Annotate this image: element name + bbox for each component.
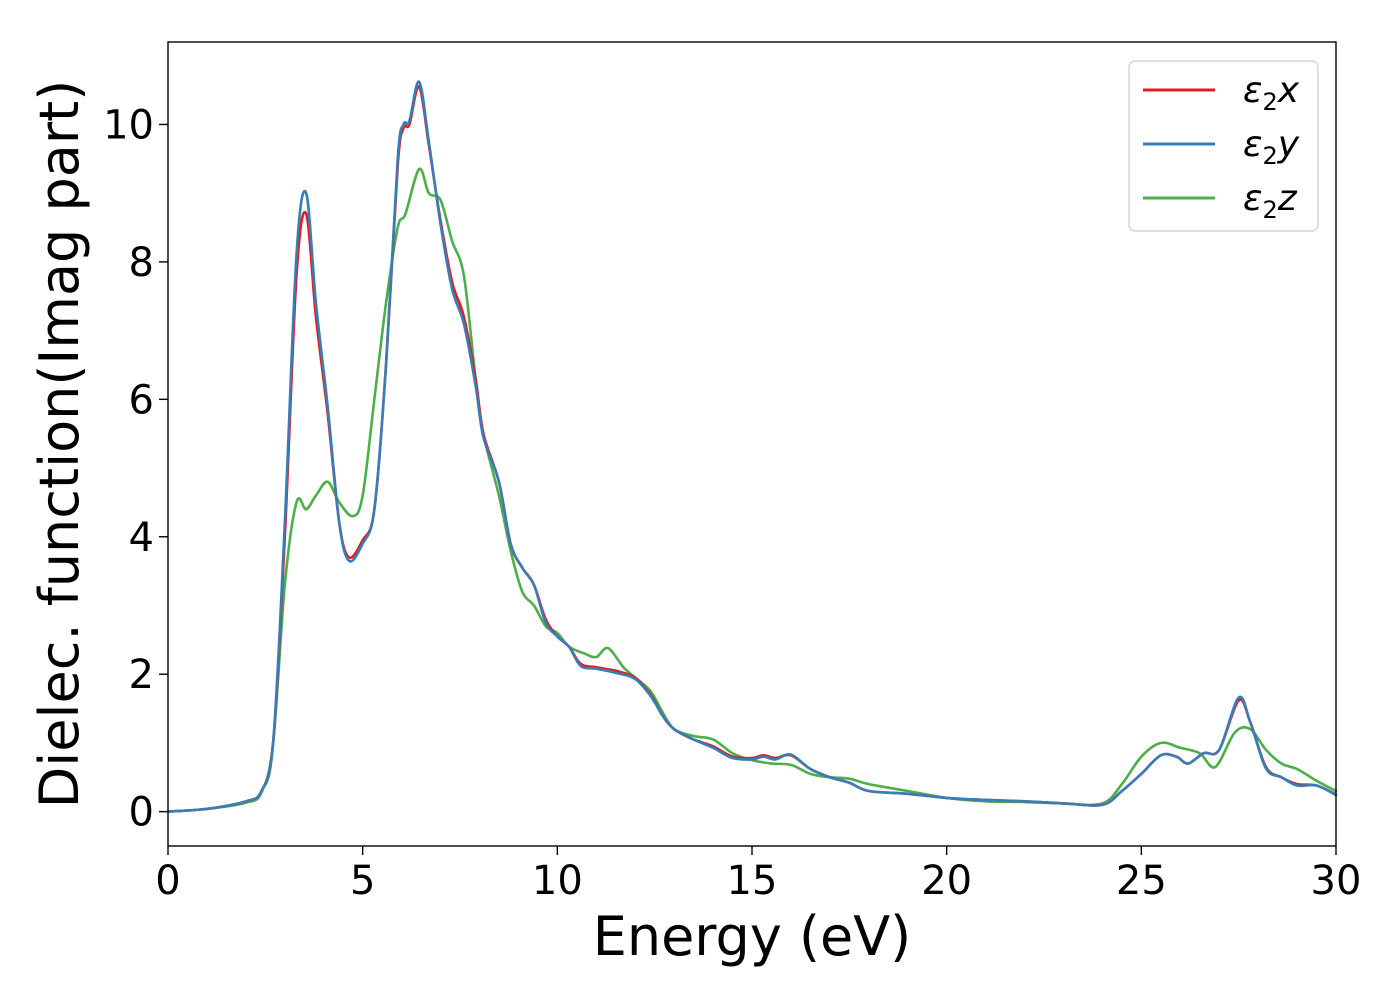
x-tick-label: 0 bbox=[155, 858, 180, 904]
x-tick-label: 20 bbox=[921, 858, 972, 904]
legend-label-x: ε2x bbox=[1243, 70, 1300, 116]
y-axis-title: Dielec. function(Imag part) bbox=[28, 80, 91, 809]
y-tick-label: 0 bbox=[129, 790, 154, 836]
x-tick-label: 25 bbox=[1116, 858, 1167, 904]
x-axis-title: Energy (eV) bbox=[593, 905, 912, 968]
series-line-y bbox=[166, 80, 1338, 813]
y-tick-label: 8 bbox=[129, 240, 154, 286]
legend-label-z: ε2z bbox=[1243, 178, 1298, 224]
y-tick-label: 6 bbox=[129, 377, 154, 423]
series-line-z bbox=[166, 167, 1338, 813]
legend-frame bbox=[1128, 60, 1319, 232]
legend-label-y: ε2y bbox=[1243, 124, 1300, 170]
y-tick-label: 4 bbox=[129, 515, 154, 561]
series-layer bbox=[166, 80, 1338, 813]
x-tick-label: 5 bbox=[350, 858, 375, 904]
x-tick-label: 15 bbox=[727, 858, 778, 904]
y-tick-label: 10 bbox=[103, 102, 154, 148]
x-tick-label: 10 bbox=[532, 858, 583, 904]
ticks-layer: 0 5 10 15 20 25 30 0 2 4 6 8 10 bbox=[103, 102, 1361, 904]
x-tick-label: 30 bbox=[1311, 858, 1362, 904]
legend: ε2x ε2y ε2z bbox=[1128, 60, 1319, 232]
y-tick-label: 2 bbox=[129, 652, 154, 698]
